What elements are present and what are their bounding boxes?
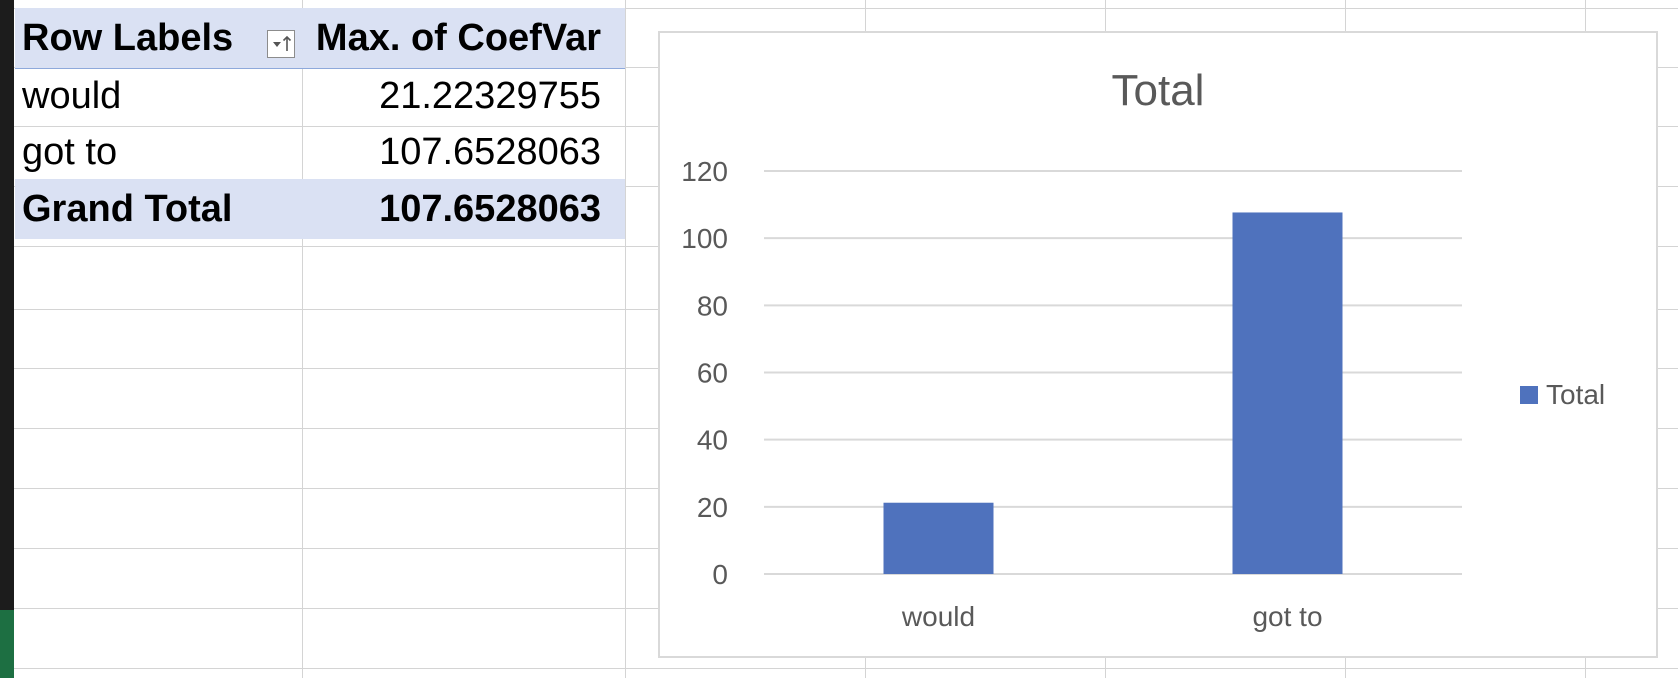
y-axis-tick-labels: 0 20 40 60 80 100 120 — [681, 156, 728, 590]
grand-total-label[interactable]: Grand Total — [22, 188, 233, 230]
grand-total-value[interactable]: 107.6528063 — [379, 188, 601, 230]
y-tick-label: 20 — [697, 492, 728, 523]
chart-canvas: Total 0 20 40 60 80 100 120 would got to Total — [681, 66, 1605, 632]
y-tick-label: 60 — [697, 358, 728, 389]
row-value[interactable]: 107.6528063 — [379, 131, 601, 173]
filter-sort-dropdown-button[interactable] — [267, 30, 295, 58]
y-tick-label: 0 — [712, 559, 728, 590]
bar[interactable] — [883, 502, 994, 574]
y-tick-label: 80 — [697, 290, 728, 321]
pivot-row[interactable]: got to 107.6528063 — [15, 122, 625, 183]
row-header-strip — [0, 0, 14, 678]
row-label[interactable]: would — [22, 75, 122, 117]
x-axis-tick-labels: would got to — [901, 601, 1323, 632]
row-gridline — [14, 8, 1678, 9]
selected-row-indicator — [0, 610, 14, 678]
legend-swatch — [1520, 386, 1538, 404]
x-tick-label: would — [901, 601, 975, 632]
chart-legend[interactable]: Total — [1520, 379, 1605, 410]
pivot-row[interactable]: would 21.22329755 — [15, 66, 625, 126]
filter-sort-icon — [273, 35, 292, 51]
row-value[interactable]: 21.22329755 — [379, 75, 601, 117]
chart-title[interactable]: Total — [1112, 66, 1205, 115]
grand-total-row[interactable]: Grand Total 107.6528063 — [15, 179, 625, 239]
x-tick-label: got to — [1252, 601, 1322, 632]
row-gridline — [14, 668, 1678, 669]
chart-gridlines — [764, 170, 1462, 575]
bar-chart[interactable]: Total 0 20 40 60 80 100 120 would got to Total — [658, 31, 1658, 658]
row-labels-header[interactable]: Row Labels — [22, 17, 234, 59]
legend-label: Total — [1546, 379, 1605, 410]
column-gridline — [625, 0, 626, 678]
chart-bars — [883, 212, 1343, 574]
row-label[interactable]: got to — [22, 131, 118, 173]
y-tick-label: 100 — [681, 223, 728, 254]
bar[interactable] — [1232, 212, 1343, 574]
value-header[interactable]: Max. of CoefVar — [315, 17, 601, 59]
y-tick-label: 40 — [697, 425, 728, 456]
column-gridline — [302, 0, 303, 678]
pivot-header-row: Row Labels Max. of CoefVar — [15, 8, 625, 69]
y-tick-label: 120 — [681, 156, 728, 187]
